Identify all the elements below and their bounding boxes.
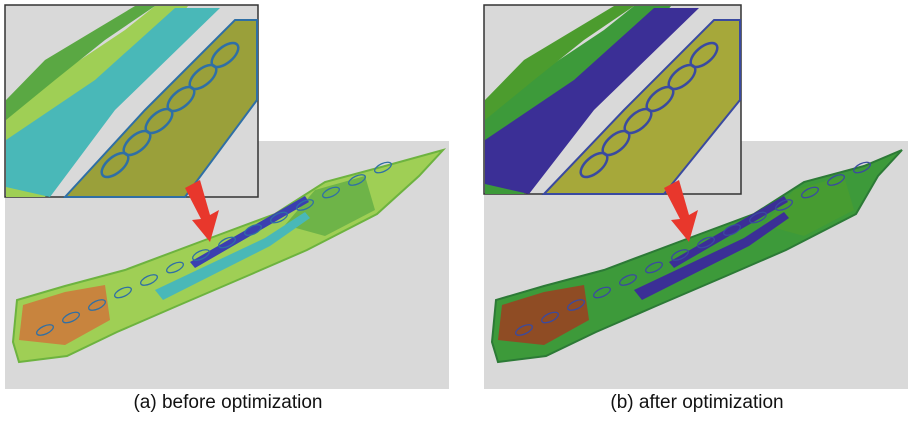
panel — [484, 5, 908, 389]
caption: (b) after optimization — [610, 392, 783, 413]
body: (a) before optimization (b) after optimi… — [0, 0, 909, 422]
caption: (a) before optimization — [133, 392, 322, 413]
panel — [5, 5, 449, 389]
page: Optimization comparison {"panels": [{"ca… — [0, 0, 909, 422]
figure: (a) before optimization (b) after optimi… — [0, 0, 909, 422]
